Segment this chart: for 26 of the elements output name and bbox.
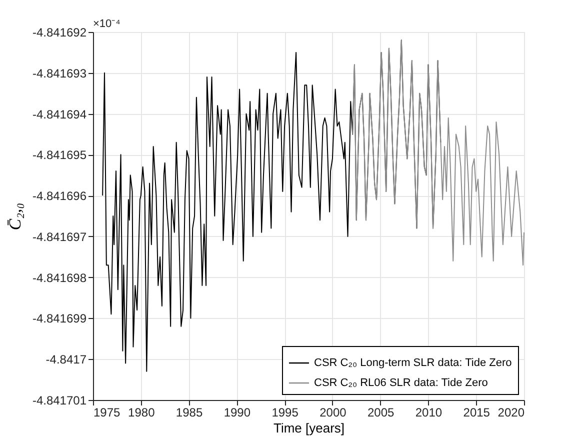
legend-label: CSR C₂₀ Long-term SLR data: Tide Zero — [314, 357, 512, 369]
x-tick-label: 2010 — [415, 406, 442, 420]
y-tick-label: -4.841701 — [32, 394, 87, 408]
y-tick-label: -4.841693 — [32, 66, 87, 80]
x-tick-label: 2000 — [320, 406, 347, 420]
text: ×10⁻⁴ — [93, 18, 121, 30]
x-tick-label: 1995 — [272, 406, 299, 420]
x-tick-label: 2005 — [367, 406, 395, 420]
x-tick-label: 1985 — [176, 406, 203, 420]
legend-label: CSR C₂₀ RL06 SLR data: Tide Zero — [314, 377, 488, 389]
y-tick-label: -4.841699 — [32, 312, 87, 326]
x-axis-title: Time [years] — [273, 420, 345, 436]
x-tick-label: 1975 — [94, 406, 121, 420]
y-tick-label: -4.841692 — [32, 26, 87, 40]
y-axis-title: C̄₂,₀ — [5, 202, 24, 230]
y-tick-label: -4.841698 — [32, 270, 87, 285]
x-tick-label: 1990 — [224, 406, 251, 420]
y-tick-label: -4.841696 — [32, 189, 87, 204]
x-tick-label: 2020 — [498, 406, 525, 420]
x-tick-label: 2015 — [463, 406, 490, 420]
y-tick-label: -4.8417 — [46, 352, 87, 367]
x-tick-label: 1980 — [128, 406, 156, 420]
y-tick-label: -4.841697 — [32, 230, 87, 244]
line-series — [352, 40, 524, 266]
y-tick-label: -4.841694 — [32, 107, 87, 122]
y-tick-label: -4.841695 — [32, 148, 87, 162]
